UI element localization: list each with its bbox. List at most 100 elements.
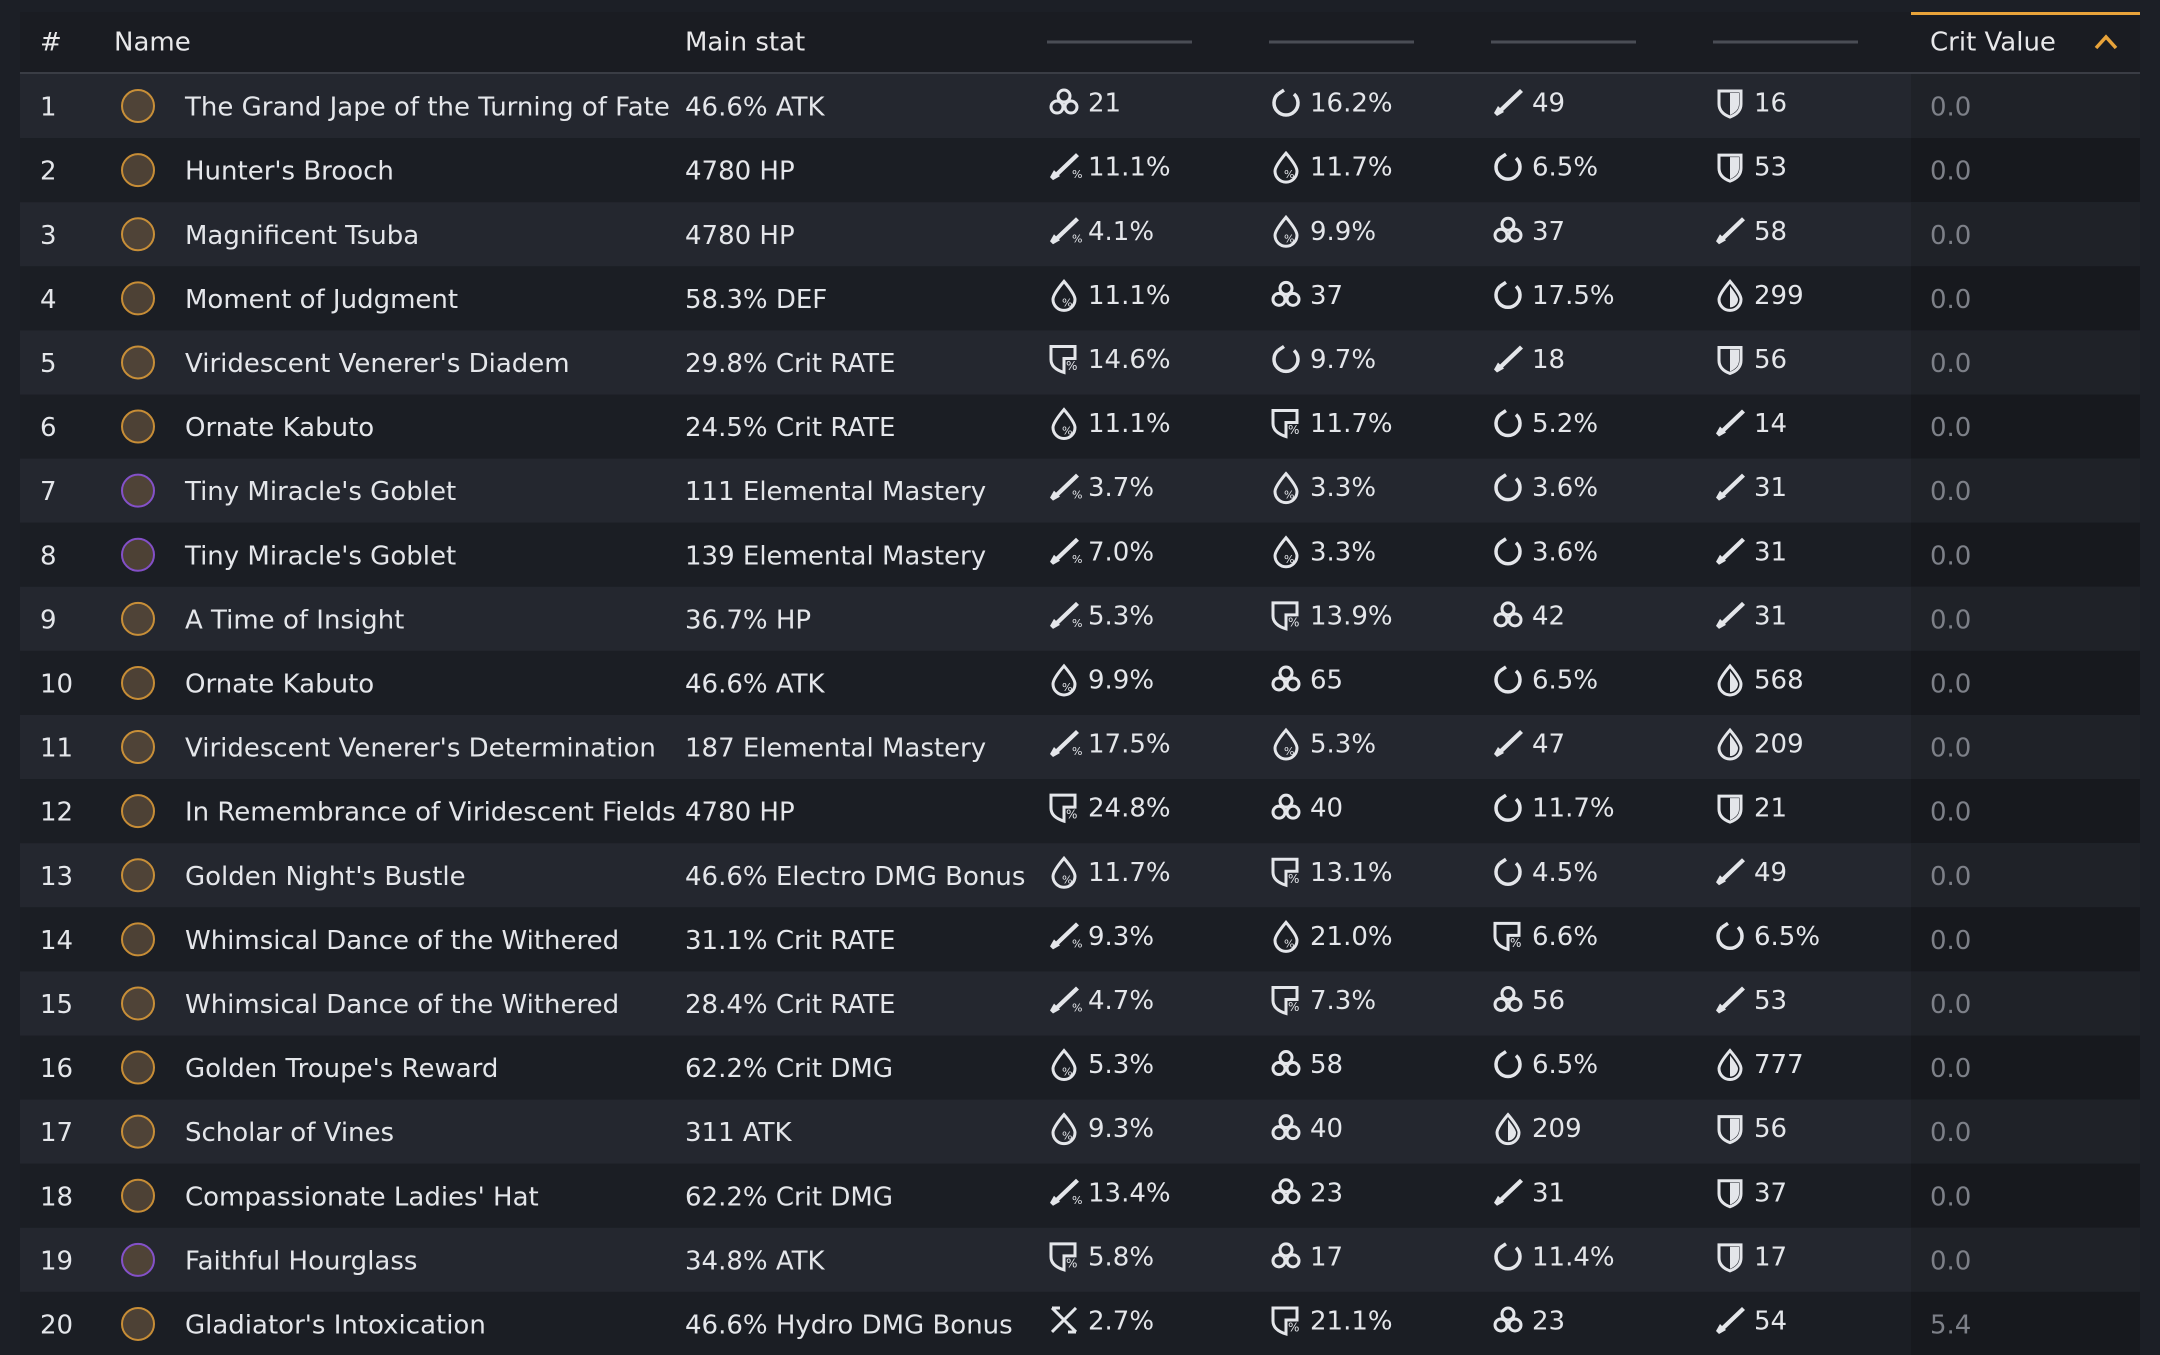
substat-value: 11.4% bbox=[1532, 1242, 1615, 1272]
row-index: 1 bbox=[40, 93, 57, 123]
item-icon bbox=[121, 1178, 155, 1213]
artifact-row[interactable]: 15 Whimsical Dance of the Withered 28.4% C… bbox=[20, 971, 2140, 1036]
row-index: 2 bbox=[40, 157, 57, 187]
row-index: 11 bbox=[40, 734, 73, 764]
substat-value: 7.3% bbox=[1310, 986, 1376, 1016]
header-main[interactable]: Main stat bbox=[685, 28, 805, 58]
row-index: 18 bbox=[40, 1182, 73, 1212]
row-index: 16 bbox=[40, 1054, 73, 1084]
crit-value: 0.0 bbox=[1930, 1054, 1971, 1084]
item-icon bbox=[121, 986, 155, 1021]
substat-value: 6.5% bbox=[1532, 1050, 1598, 1080]
row-index: 17 bbox=[40, 1118, 73, 1148]
substat-value: 37 bbox=[1310, 281, 1343, 311]
main-stat: 311 ATK bbox=[685, 1118, 793, 1148]
substat-value: 14 bbox=[1754, 409, 1787, 439]
row-index: 14 bbox=[40, 926, 73, 956]
row-index: 19 bbox=[40, 1246, 73, 1276]
item-name: Whimsical Dance of the Withered bbox=[185, 926, 619, 956]
main-stat: 111 Elemental Mastery bbox=[685, 477, 986, 507]
main-stat: 4780 HP bbox=[685, 221, 795, 251]
row-index: 4 bbox=[40, 285, 57, 315]
artifact-row[interactable]: 9 A Time of Insight 36.7% HP 5.3% 13.9% 42 31 0… bbox=[20, 586, 2140, 651]
row-bg bbox=[20, 1099, 2140, 1164]
artifact-row[interactable]: 3 Magnificent Tsuba 4780 HP 4.1% 9.9% 37 58 0.0 bbox=[20, 202, 2140, 267]
crit-col-bg bbox=[1911, 779, 2140, 844]
row-bg bbox=[20, 843, 2140, 908]
artifact-row[interactable]: 10 Ornate Kabuto 46.6% ATK 9.9% 65 6.5% 568 0.0 bbox=[20, 650, 2140, 715]
item-name: Magnificent Tsuba bbox=[185, 221, 419, 251]
substat-value: 23 bbox=[1532, 1306, 1565, 1336]
artifact-row[interactable]: 5 Viridescent Venerer's Diadem 29.8% Crit … bbox=[20, 330, 2140, 395]
row-index: 6 bbox=[40, 413, 57, 443]
substat-value: 11.7% bbox=[1532, 794, 1615, 824]
artifact-row[interactable]: 17 Scholar of Vines 311 ATK 9.3% 40 209 56 0.0 bbox=[20, 1099, 2140, 1164]
substat-value: 6.5% bbox=[1754, 922, 1820, 952]
item-icon bbox=[121, 89, 155, 124]
main-stat: 31.1% Crit RATE bbox=[685, 926, 895, 956]
item-name: Ornate Kabuto bbox=[185, 669, 374, 699]
row-bg bbox=[20, 1227, 2140, 1292]
substat-value: 11.7% bbox=[1310, 153, 1393, 183]
crit-value: 5.4 bbox=[1930, 1310, 1971, 1340]
artifact-row[interactable]: 13 Golden Night's Bustle 46.6% Electro DMG… bbox=[20, 843, 2140, 908]
item-name: Hunter's Brooch bbox=[185, 157, 394, 187]
main-stat: 139 Elemental Mastery bbox=[685, 541, 986, 571]
substat-value: 5.8% bbox=[1088, 1242, 1154, 1272]
artifact-row[interactable]: 16 Golden Troupe's Reward 62.2% Crit DMG 5.… bbox=[20, 1035, 2140, 1100]
substat-value: 37 bbox=[1754, 1178, 1787, 1208]
item-icon bbox=[121, 409, 155, 444]
main-stat: 28.4% Crit RATE bbox=[685, 990, 895, 1020]
artifact-row[interactable]: 14 Whimsical Dance of the Withered 31.1% C… bbox=[20, 907, 2140, 972]
substat-value: 21.0% bbox=[1310, 922, 1393, 952]
artifact-row[interactable]: 20 Gladiator's Intoxication 46.6% Hydro DM… bbox=[20, 1291, 2140, 1355]
substat-value: 7.0% bbox=[1088, 537, 1154, 567]
item-icon bbox=[121, 345, 155, 380]
item-name: The Grand Jape of the Turning of Fate bbox=[184, 93, 670, 123]
crit-value: 0.0 bbox=[1930, 477, 1971, 507]
item-icon bbox=[121, 858, 155, 893]
substat-value: 11.1% bbox=[1088, 153, 1171, 183]
header-index[interactable]: # bbox=[40, 28, 62, 58]
row-bg bbox=[20, 74, 2140, 139]
artifact-row[interactable]: 1 The Grand Jape of the Turning of Fate 46… bbox=[20, 74, 2140, 139]
crit-value: 0.0 bbox=[1930, 926, 1971, 956]
substat-value: 40 bbox=[1310, 1114, 1343, 1144]
main-stat: 36.7% HP bbox=[685, 605, 811, 635]
sort-indicator bbox=[1911, 12, 2140, 15]
artifact-row[interactable]: 4 Moment of Judgment 58.3% DEF 11.1% 37 17.5%… bbox=[20, 266, 2140, 331]
artifact-row[interactable]: 11 Viridescent Venerer's Determination 187… bbox=[20, 715, 2140, 780]
substat-value: 9.9% bbox=[1310, 217, 1376, 247]
artifact-row[interactable]: 2 Hunter's Brooch 4780 HP 11.1% 11.7% 6.5% 53 0… bbox=[20, 138, 2140, 203]
artifact-row[interactable]: 6 Ornate Kabuto 24.5% Crit RATE 11.1% 11.7% 5… bbox=[20, 394, 2140, 459]
substat-value: 4.1% bbox=[1088, 217, 1154, 247]
substat-value: 56 bbox=[1754, 345, 1787, 375]
substat-value: 31 bbox=[1532, 1178, 1565, 1208]
header-crit[interactable]: Crit Value bbox=[1930, 28, 2056, 58]
substat-value: 3.6% bbox=[1532, 473, 1598, 503]
substat-value: 23 bbox=[1310, 1178, 1343, 1208]
artifact-row[interactable]: 7 Tiny Miracle's Goblet 111 Elemental Mast… bbox=[20, 458, 2140, 523]
crit-value: 0.0 bbox=[1930, 1118, 1971, 1148]
crit-value: 0.0 bbox=[1930, 221, 1971, 251]
substat-value: 13.1% bbox=[1310, 858, 1393, 888]
sort-arrow[interactable] bbox=[2094, 34, 2118, 50]
item-icon bbox=[121, 665, 155, 700]
substat-value: 42 bbox=[1532, 601, 1565, 631]
crit-col-bg bbox=[1911, 458, 2140, 523]
substat-value: 47 bbox=[1532, 730, 1565, 760]
substat-value: 53 bbox=[1754, 986, 1787, 1016]
item-icon bbox=[121, 601, 155, 636]
item-icon bbox=[121, 1050, 155, 1085]
substat-value: 6.6% bbox=[1532, 922, 1598, 952]
artifact-row[interactable]: 12 In Remembrance of Viridescent Fields 47… bbox=[20, 779, 2140, 844]
substat-value: 21.1% bbox=[1310, 1306, 1393, 1336]
substat-value: 5.3% bbox=[1088, 1050, 1154, 1080]
artifact-row[interactable]: 18 Compassionate Ladies' Hat 62.2% Crit DM… bbox=[20, 1163, 2140, 1228]
artifact-row[interactable]: 8 Tiny Miracle's Goblet 139 Elemental Mast… bbox=[20, 522, 2140, 587]
artifact-row[interactable]: 19 Faithful Hourglass 34.8% ATK 5.8% 17 11.4%… bbox=[20, 1227, 2140, 1292]
item-name: Tiny Miracle's Goblet bbox=[184, 541, 456, 571]
item-name: Whimsical Dance of the Withered bbox=[185, 990, 619, 1020]
crit-col-bg bbox=[1911, 1035, 2140, 1100]
header-name[interactable]: Name bbox=[114, 28, 191, 58]
